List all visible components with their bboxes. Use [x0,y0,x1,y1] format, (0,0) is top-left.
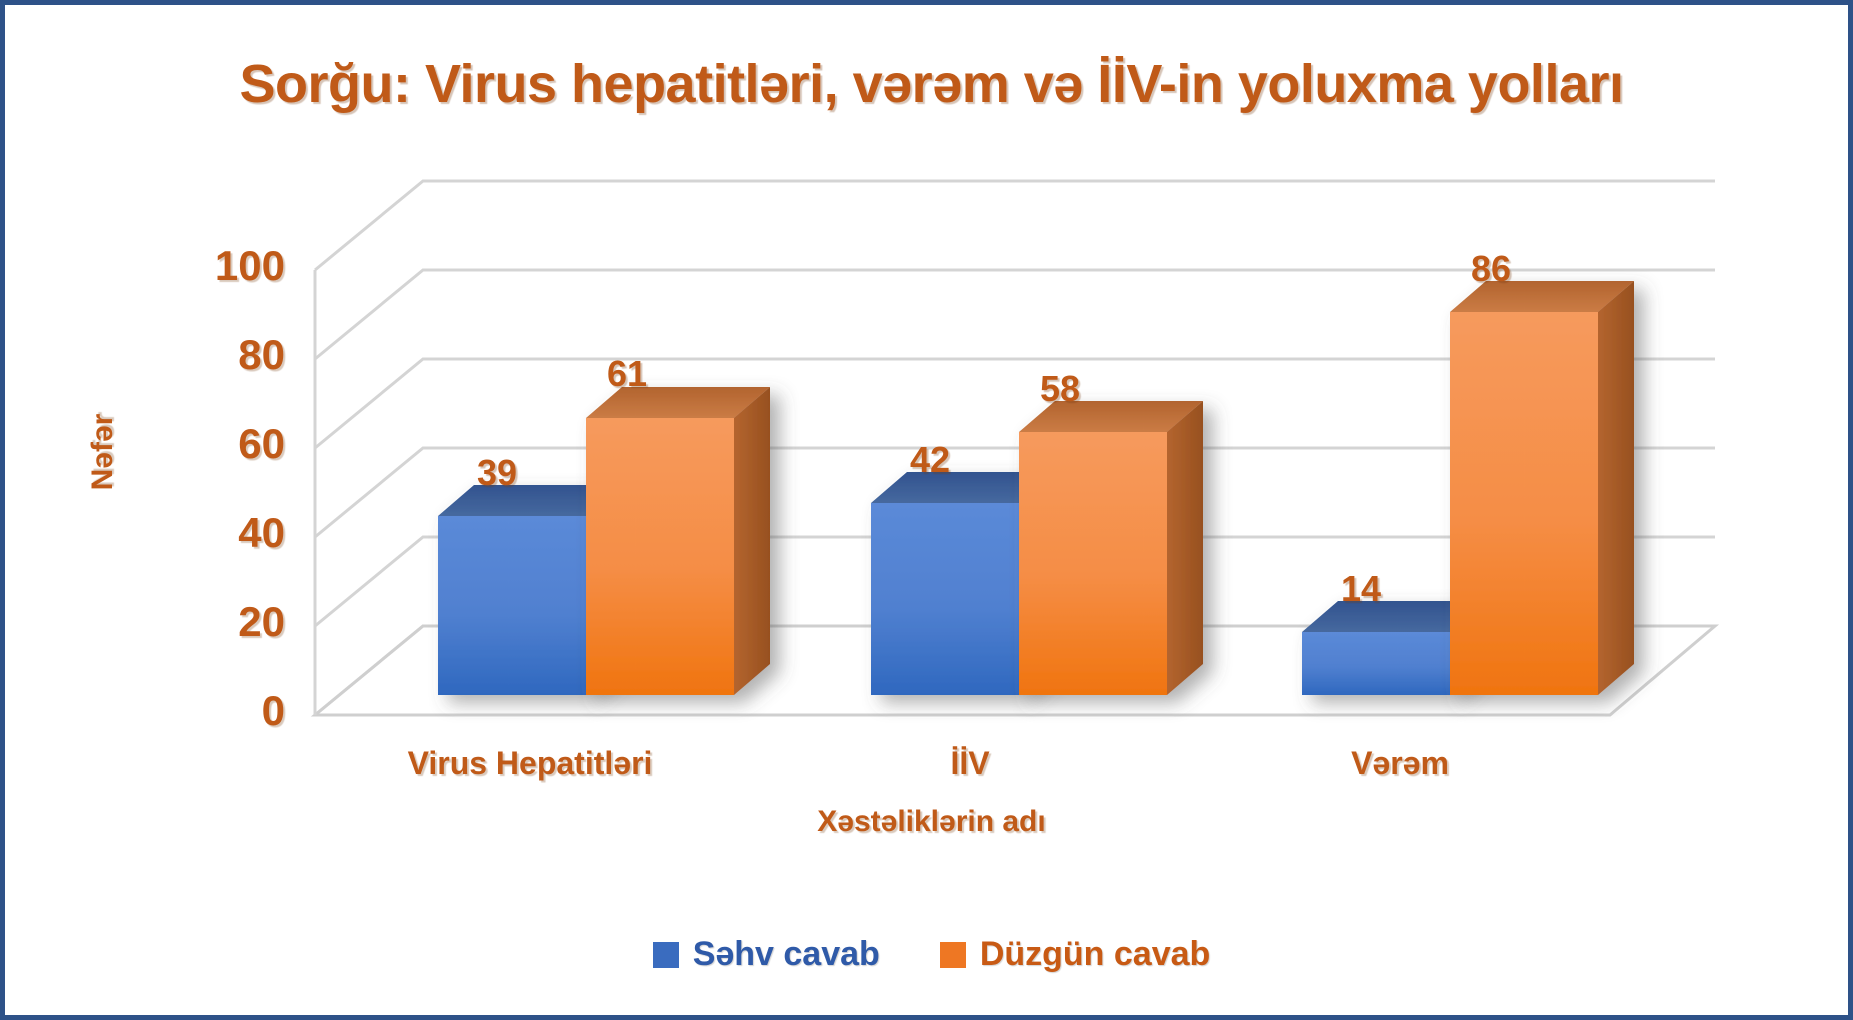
chart-floor [310,624,1720,717]
x-tick-iiv: İİV [950,745,990,781]
legend-swatch-icon-sehv [652,941,679,968]
bar-duzgun-1[interactable] [586,387,770,695]
bar-group-3 [1302,281,1634,695]
y-tick-20: 20 [238,598,285,645]
x-axis-title: Xəstəliklərin adı [817,805,1046,838]
legend-swatch-icon-duzgun [939,941,966,968]
y-tick-80: 80 [238,331,285,378]
chart-legend: Səhv cavab Düzgün cavab [5,935,1848,974]
chart-title: Sorğu: Virus hepatitləri, vərəm və İİV-i… [239,54,1625,114]
y-tick-40: 40 [238,509,285,556]
bar-duzgun-2[interactable] [1019,401,1203,695]
y-axis-title: Nəfər [86,413,119,491]
legend-label-sehv: Səhv cavab [692,935,880,973]
plot-svg [310,179,1720,717]
bar-duzgun-3[interactable] [1450,281,1634,695]
legend-item-sehv-cavab[interactable]: Səhv cavab [652,935,880,974]
y-tick-100: 100 [214,242,285,289]
data-label-sehv-1: 39 [476,452,518,493]
data-label-duzgun-3: 86 [1470,248,1512,289]
data-label-duzgun-1: 61 [606,353,648,394]
bar-group-1 [438,387,770,695]
x-tick-verem: Vərəm [1351,745,1449,781]
bar-group-2 [871,401,1203,695]
x-tick-virus-hepatitleri: Virus Hepatitləri [407,745,653,781]
y-tick-0: 0 [261,687,285,734]
legend-item-duzgun-cavab[interactable]: Düzgün cavab [939,935,1211,974]
data-label-sehv-2: 42 [909,439,951,480]
data-label-sehv-3: 14 [1340,568,1382,609]
data-label-duzgun-2: 58 [1039,368,1081,409]
plot-area: 100 80 60 40 20 0 Nəfər Virus Hepatitlər… [5,5,1848,1015]
legend-label-duzgun: Düzgün cavab [979,935,1211,973]
y-tick-60: 60 [238,420,285,467]
